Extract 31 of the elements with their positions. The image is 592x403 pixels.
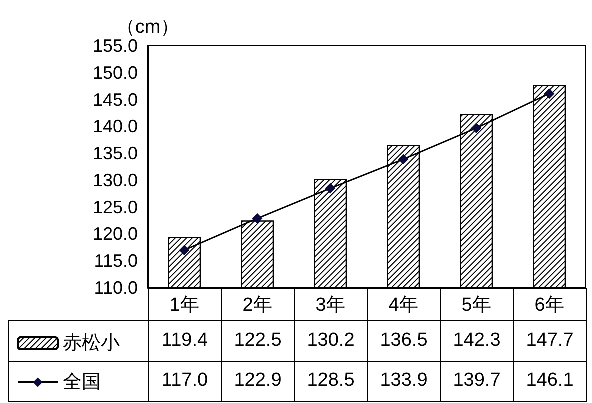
y-tick-label: 155.0 [92,36,138,56]
data-label: 128.5 [294,360,368,402]
x-tick-label: 2年 [242,295,272,316]
data-label: 146.1 [513,360,587,402]
data-label: 122.9 [221,360,295,402]
y-tick-label: 150.0 [92,62,138,83]
x-tick-label: 1年 [170,295,200,316]
y-axis-title: （cm） [116,17,180,38]
data-label: 130.2 [294,320,368,362]
y-tick-label: 140.0 [92,116,138,137]
y-tick-label: 125.0 [92,197,138,218]
data-label: 142.3 [440,320,514,362]
y-tick-label: 120.0 [92,224,138,244]
data-label: 139.7 [440,360,514,402]
x-tick-label: 6年 [534,295,564,316]
x-tick-label: 3年 [316,295,346,316]
y-tick-label: 145.0 [92,90,138,110]
y-tick-label: 115.0 [94,251,138,272]
y-tick-label: 130.0 [92,170,138,190]
y-tick-label: 110.0 [94,278,138,298]
data-label: 117.0 [148,360,222,402]
data-label: 136.5 [367,320,441,362]
legend-label: 赤松小 [63,333,120,354]
legend-label: 全国 [63,372,101,393]
x-tick-label: 4年 [388,295,418,316]
data-label: 119.4 [148,320,222,362]
data-label: 133.9 [367,360,441,402]
data-label: 122.5 [221,320,295,362]
data-label: 147.7 [513,320,587,362]
x-tick-label: 5年 [462,295,492,316]
y-tick-label: 135.0 [92,144,138,164]
